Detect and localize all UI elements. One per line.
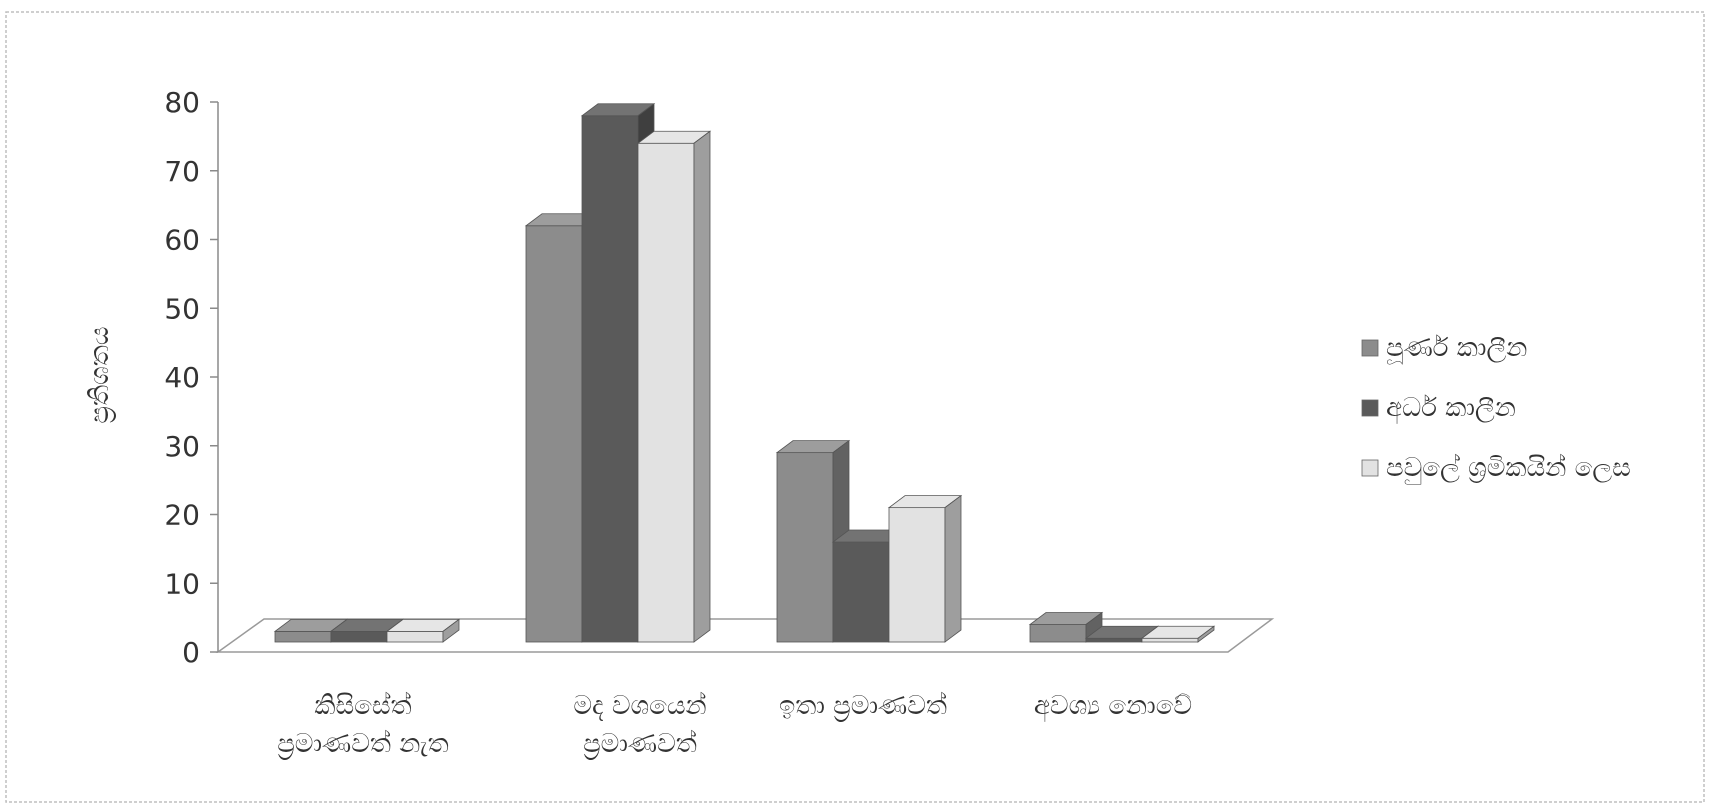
category-label: අවශ්‍ය නොවේ (1034, 691, 1192, 722)
floor-plane (215, 618, 1275, 653)
category-label-line: ප්‍රමාණවත් (583, 729, 697, 761)
legend: පූර්ණ කාලීන අර්ධ කාලීන පවුලේ ශ්‍රමිකයින් ල… (1361, 333, 1631, 484)
category-label-line: ප්‍රමාණවත් නැත (277, 729, 449, 761)
category-label: කිසිසේත් ප්‍රමාණවත් නැත (277, 691, 449, 761)
y-axis: 0 10 20 30 40 50 60 70 80 (164, 86, 219, 669)
bar-front (525, 225, 583, 643)
y-tick-label: 30 (164, 430, 200, 463)
y-tick-label: 50 (164, 292, 200, 325)
bar-4-3 (1140, 625, 1216, 643)
bar-front (1085, 637, 1143, 643)
bar-front (386, 630, 444, 643)
bar-front (637, 142, 695, 643)
category-label: ඉතා ප්‍රමාණවත් (779, 691, 947, 723)
y-tick-label: 60 (164, 224, 200, 257)
bar-3-3 (887, 494, 963, 643)
y-axis-label: ප්‍රතිශතය (85, 326, 117, 423)
bar-front (274, 630, 332, 643)
bar-2-3 (636, 130, 712, 643)
bar-front (1141, 637, 1199, 643)
bar-front (888, 507, 946, 643)
bar-front (776, 452, 834, 643)
bar-front (581, 115, 639, 643)
y-tick-label: 80 (164, 86, 200, 119)
y-tick-label: 20 (164, 499, 200, 532)
bar-side (442, 618, 460, 643)
legend-label: පූර්ණ කාලීන (1386, 333, 1527, 365)
bar-side (944, 494, 962, 643)
legend-label: පවුලේ ශ්‍රමිකයින් ලෙස (1386, 453, 1631, 484)
category-labels: කිසිසේත් ප්‍රමාණවත් නැත මද වශයෙන් ප්‍රමාණවත… (277, 691, 1192, 761)
legend-swatch (1361, 459, 1379, 477)
category-label-line: ඉතා ප්‍රමාණවත් (779, 691, 947, 723)
bar-4-1 (1028, 611, 1104, 643)
y-tick-label: 0 (182, 636, 200, 669)
category-label: මද වශයෙන් ප්‍රමාණවත් (573, 691, 706, 761)
bars-group (273, 102, 1216, 643)
legend-swatch (1361, 339, 1379, 357)
bar-front (832, 541, 890, 643)
y-tick-label: 10 (164, 567, 200, 600)
bar-side (1197, 625, 1215, 643)
bar-front (330, 630, 388, 643)
category-label-line: කිසිසේත් (314, 691, 411, 721)
chart-border (5, 11, 1705, 803)
bar-front (1029, 624, 1087, 643)
legend-swatch (1361, 399, 1379, 417)
y-tick-label: 40 (164, 361, 200, 394)
bar-1-3 (385, 618, 461, 643)
chart-floor (215, 618, 1275, 653)
category-label-line: අවශ්‍ය නොවේ (1034, 691, 1192, 722)
legend-label: අර්ධ කාලීන (1386, 393, 1516, 424)
category-label-line: මද වශයෙන් (573, 691, 706, 721)
y-tick-label: 70 (164, 155, 200, 188)
bar-side (693, 130, 711, 643)
